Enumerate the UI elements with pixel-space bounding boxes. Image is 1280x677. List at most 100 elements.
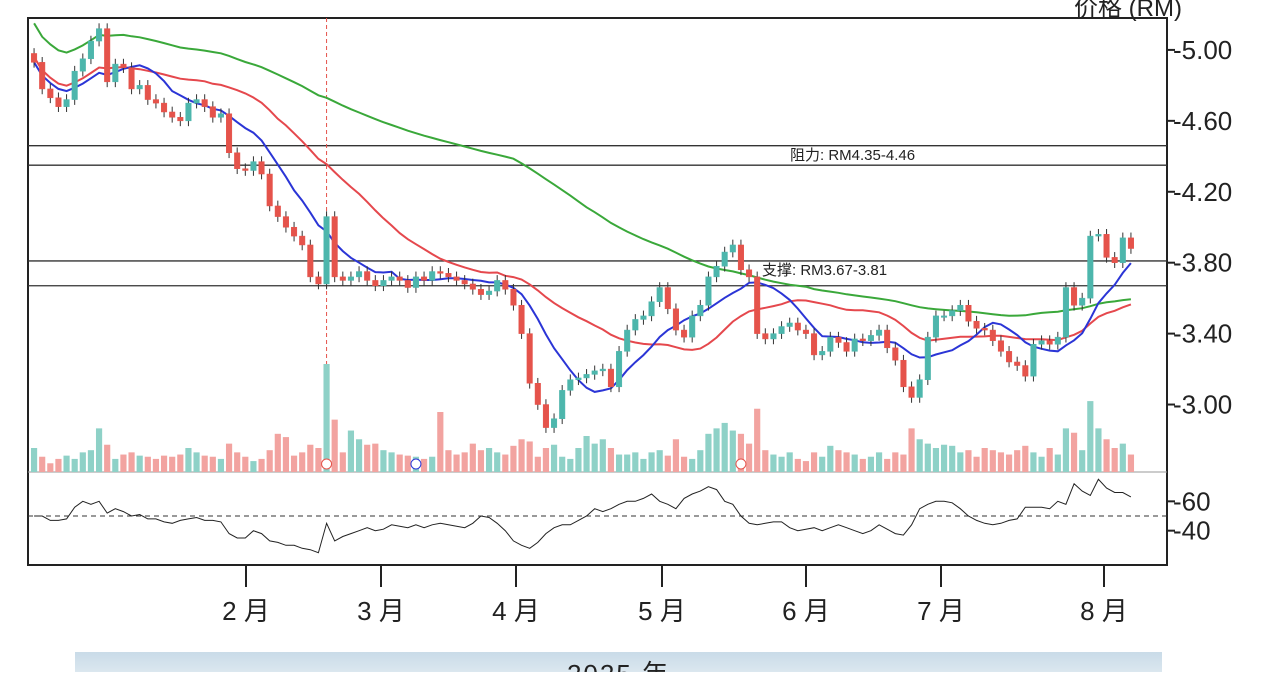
candle-body — [802, 329, 809, 334]
candle-body — [445, 273, 452, 278]
candle-body — [567, 379, 574, 391]
candle — [542, 399, 549, 433]
month-label: 3 月 — [357, 596, 405, 626]
candle-body — [356, 271, 363, 278]
volume-bar — [502, 454, 509, 472]
candle-body — [778, 326, 785, 334]
candle-body — [161, 102, 168, 113]
volume-bar — [518, 439, 525, 472]
candle-body — [169, 111, 176, 118]
volume-bar — [469, 443, 476, 472]
candle — [250, 156, 257, 176]
candle — [989, 324, 996, 347]
candle-body — [112, 63, 119, 83]
candle-body — [689, 315, 696, 338]
candle — [209, 101, 216, 123]
volume-bar — [965, 450, 972, 472]
volume-bar — [737, 433, 745, 472]
candle-body — [1127, 237, 1134, 249]
volume-bar — [388, 452, 395, 472]
candle-body — [583, 374, 590, 379]
candle — [794, 317, 801, 336]
volume-bar — [201, 455, 208, 472]
y-tick-label: -3.40 — [1173, 319, 1232, 349]
candle-body — [997, 340, 1004, 352]
candle — [835, 331, 842, 348]
candle-body — [96, 28, 103, 42]
candle — [291, 221, 298, 242]
rsi-tick-label: -60 — [1173, 486, 1211, 516]
candle-body — [656, 287, 663, 302]
candle — [47, 83, 54, 104]
candle-body — [924, 336, 931, 380]
volume-bar — [1103, 439, 1110, 472]
ma-fast-line — [33, 61, 1132, 393]
volume-bar — [396, 454, 403, 472]
candle — [908, 381, 915, 403]
candle — [469, 278, 476, 295]
volume-bar — [607, 448, 615, 472]
candle-body — [234, 152, 241, 169]
candle — [924, 331, 931, 386]
candle-body — [47, 88, 54, 99]
candle — [258, 156, 265, 180]
candle — [169, 106, 176, 123]
candle — [526, 328, 533, 389]
candle — [932, 310, 939, 343]
volume-bar — [477, 450, 485, 472]
volume-bar — [47, 463, 54, 472]
candle-body — [55, 97, 62, 107]
volume-bar — [347, 430, 355, 472]
candle — [664, 282, 671, 315]
candle-body — [388, 276, 395, 281]
volume-bar — [144, 456, 151, 472]
candle — [39, 57, 46, 95]
candle-body — [518, 304, 525, 334]
candle — [802, 324, 809, 339]
candle-body — [1022, 365, 1029, 377]
candle-body — [307, 244, 314, 278]
candle — [136, 80, 143, 95]
volume-bar — [1054, 454, 1061, 472]
candle-body — [1079, 297, 1086, 306]
candle — [551, 413, 558, 433]
volume-bar — [282, 437, 290, 472]
candle-body — [900, 359, 907, 388]
volume-bar — [689, 458, 696, 472]
candle-body — [331, 216, 338, 278]
candle-body — [932, 315, 939, 338]
volume-bar — [794, 458, 801, 472]
volume-bar — [949, 445, 956, 472]
candle-body — [87, 40, 94, 60]
candle-body — [770, 333, 777, 340]
candle — [63, 94, 70, 112]
candle — [599, 363, 606, 377]
candle-body — [79, 58, 86, 72]
candle — [185, 97, 192, 127]
candle — [1095, 229, 1102, 242]
candle — [713, 260, 720, 283]
candle-body — [681, 329, 688, 338]
volume-bar — [892, 452, 899, 472]
volume-bar — [632, 452, 639, 472]
candle-body — [1030, 344, 1037, 377]
candle-body — [250, 161, 257, 171]
candle-body — [429, 271, 436, 281]
candle-body — [575, 377, 582, 380]
candle-body — [664, 287, 671, 310]
candle — [234, 147, 241, 175]
candle — [900, 354, 907, 393]
candle-body — [494, 280, 501, 292]
volume-bar — [437, 412, 444, 472]
candle — [339, 271, 346, 286]
volume-bar — [713, 428, 720, 472]
candle-body — [648, 301, 655, 317]
candle-body — [957, 304, 964, 311]
volume-bar — [307, 444, 314, 472]
candle — [364, 266, 371, 286]
volume-bar — [859, 458, 866, 472]
candle-body — [1087, 235, 1094, 299]
candle — [404, 275, 411, 293]
volume-bar — [485, 448, 493, 472]
